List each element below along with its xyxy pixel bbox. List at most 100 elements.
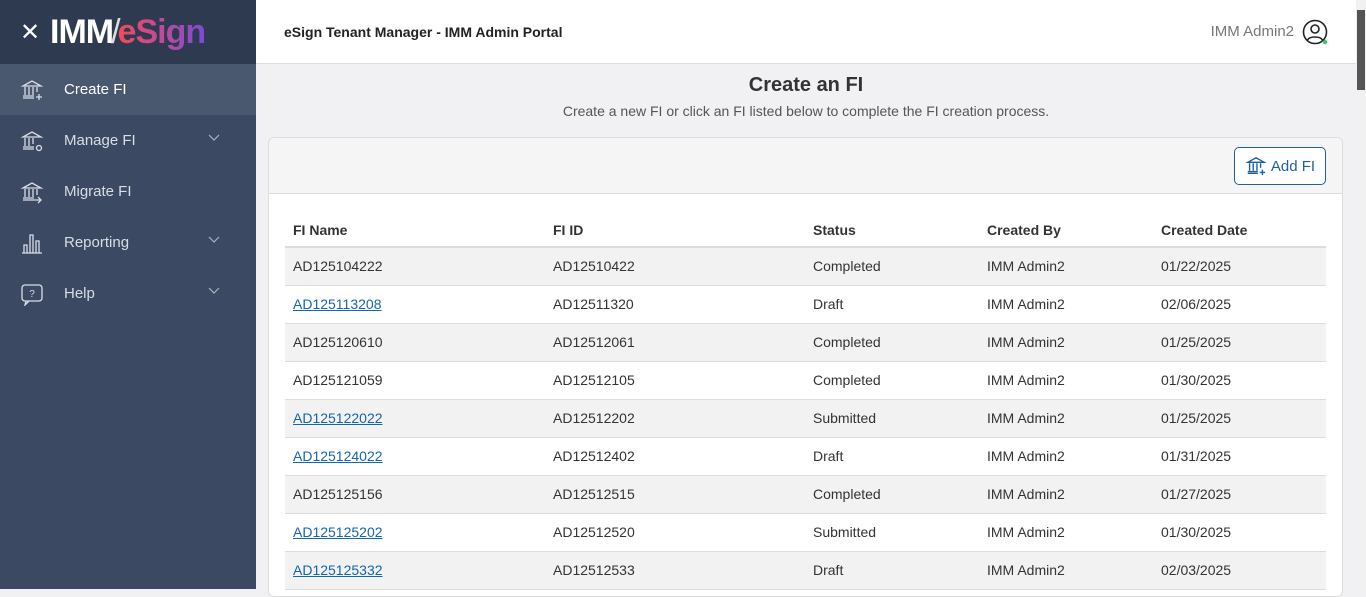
sidebar-item-migrate-fi[interactable]: Migrate FI (0, 166, 256, 217)
created-date-cell: 01/30/2025 (1153, 361, 1326, 400)
table-row[interactable]: AD125124022 AD12512402 Draft IMM Admin2 01/3… (285, 437, 1326, 476)
scrollbar-thumb[interactable] (1357, 10, 1365, 90)
bank-plus-icon (1245, 156, 1267, 176)
created-date-cell: 01/30/2025 (1153, 513, 1326, 552)
created-date-cell: 01/27/2025 (1153, 475, 1326, 514)
fi-name-cell: AD125122022 (285, 399, 545, 438)
fi-id-cell: AD12512402 (545, 437, 805, 476)
status-cell: Submitted (805, 513, 979, 552)
close-icon[interactable]: ✕ (20, 18, 41, 46)
portal-title: eSign Tenant Manager - IMM Admin Portal (284, 24, 563, 40)
sidebar: ✕ IMM / eSign Create FI Manage FI Migrate FI… (0, 0, 256, 589)
created-by-cell: IMM Admin2 (979, 399, 1153, 438)
card-toolbar: Add FI (269, 138, 1342, 194)
table-row[interactable]: AD125125156 AD12512515 Completed IMM Admin2… (285, 475, 1326, 514)
status-cell: Draft (805, 285, 979, 324)
top-header: eSign Tenant Manager - IMM Admin Portal … (256, 0, 1366, 64)
column-header[interactable]: FI Name (285, 213, 545, 248)
fi-name-cell: AD125125156 (285, 475, 545, 514)
created-by-cell: IMM Admin2 (979, 475, 1153, 514)
sidebar-item-help[interactable]: ? Help (0, 268, 256, 319)
sidebar-item-create-fi[interactable]: Create FI (0, 64, 256, 115)
bank-arrow-icon (20, 181, 44, 203)
fi-name-link[interactable]: AD125124022 (293, 448, 383, 464)
bar-chart-icon (22, 233, 42, 254)
status-cell: Completed (805, 361, 979, 400)
created-date-cell: 01/25/2025 (1153, 399, 1326, 438)
fi-name-cell: AD125113208 (285, 285, 545, 324)
fi-id-cell: AD12510422 (545, 247, 805, 286)
table-row[interactable]: AD125120610 AD12512061 Completed IMM Admin2… (285, 323, 1326, 362)
column-header[interactable]: FI ID (545, 213, 805, 248)
created-by-cell: IMM Admin2 (979, 323, 1153, 362)
chevron-down-icon[interactable] (208, 233, 220, 245)
fi-id-cell: AD12512061 (545, 323, 805, 362)
fi-id-cell: AD12512533 (545, 551, 805, 590)
bank-gear-icon (20, 130, 44, 151)
scrollbar[interactable] (1356, 0, 1366, 589)
fi-name-cell: AD125120610 (285, 323, 545, 362)
brand-bar: ✕ IMM / eSign (0, 0, 256, 64)
sidebar-item-label: Help (64, 285, 95, 302)
created-by-cell: IMM Admin2 (979, 513, 1153, 552)
help-bubble-icon: ? (21, 283, 43, 306)
table-row[interactable]: AD125125202 AD12512520 Submitted IMM Admin2… (285, 513, 1326, 552)
fi-name-cell: AD125125202 (285, 513, 545, 552)
status-cell: Submitted (805, 399, 979, 438)
created-by-cell: IMM Admin2 (979, 437, 1153, 476)
created-date-cell: 02/06/2025 (1153, 285, 1326, 324)
fi-id-cell: AD12512202 (545, 399, 805, 438)
created-by-cell: IMM Admin2 (979, 285, 1153, 324)
created-by-cell: IMM Admin2 (979, 551, 1153, 590)
sidebar-item-manage-fi[interactable]: Manage FI (0, 115, 256, 166)
status-cell: Completed (805, 323, 979, 362)
created-by-cell: IMM Admin2 (979, 247, 1153, 286)
bank-plus-icon (20, 79, 44, 100)
status-cell: Completed (805, 475, 979, 514)
created-by-cell: IMM Admin2 (979, 361, 1153, 400)
fi-name-link[interactable]: AD125125332 (293, 562, 383, 578)
table-row[interactable]: AD125104222 AD12510422 Completed IMM Admin2… (285, 247, 1326, 286)
fi-table: FI Name FI ID Status Created By Created Date… (285, 213, 1326, 590)
user-name[interactable]: IMM Admin2 (1210, 23, 1294, 40)
status-cell: Draft (805, 551, 979, 590)
created-date-cell: 01/22/2025 (1153, 247, 1326, 286)
status-cell: Completed (805, 247, 979, 286)
chevron-down-icon[interactable] (208, 284, 220, 296)
fi-name-cell: AD125124022 (285, 437, 545, 476)
fi-id-cell: AD12512515 (545, 475, 805, 514)
add-fi-button[interactable]: Add FI (1234, 147, 1326, 185)
column-header[interactable]: Status (805, 213, 979, 248)
sidebar-item-label: Create FI (64, 81, 127, 98)
page-title: Create an FI (748, 74, 864, 96)
fi-list-card: Add FI FI Name FI ID Status Created By Creat… (268, 137, 1343, 597)
user-avatar-icon[interactable] (1302, 19, 1328, 45)
fi-name-link[interactable]: AD125125202 (293, 524, 383, 540)
created-date-cell: 02/03/2025 (1153, 551, 1326, 590)
sidebar-item-label: Migrate FI (64, 183, 132, 200)
sidebar-item-reporting[interactable]: Reporting (0, 217, 256, 268)
column-header[interactable]: Created By (979, 213, 1153, 248)
fi-id-cell: AD12512520 (545, 513, 805, 552)
logo: IMM / eSign (50, 12, 206, 51)
column-header[interactable]: Created Date (1153, 213, 1326, 248)
fi-id-cell: AD12512105 (545, 361, 805, 400)
created-date-cell: 01/31/2025 (1153, 437, 1326, 476)
fi-name-cell: AD125104222 (285, 247, 545, 286)
fi-name-link[interactable]: AD125122022 (293, 410, 383, 426)
table-row[interactable]: AD125121059 AD12512105 Completed IMM Admin2… (285, 361, 1326, 400)
sidebar-item-label: Manage FI (64, 132, 136, 149)
fi-id-cell: AD12511320 (545, 285, 805, 324)
chevron-down-icon[interactable] (208, 131, 220, 143)
table-row[interactable]: AD125122022 AD12512202 Submitted IMM Admin2… (285, 399, 1326, 438)
table-row[interactable]: AD125113208 AD12511320 Draft IMM Admin2 02/0… (285, 285, 1326, 324)
page-subtitle: Create a new FI or click an FI listed be… (562, 103, 1050, 119)
status-cell: Draft (805, 437, 979, 476)
fi-name-cell: AD125121059 (285, 361, 545, 400)
fi-name-cell: AD125125332 (285, 551, 545, 590)
fi-name-link[interactable]: AD125113208 (293, 296, 382, 312)
sidebar-item-label: Reporting (64, 234, 130, 251)
svg-text:?: ? (29, 289, 35, 300)
table-row[interactable]: AD125125332 AD12512533 Draft IMM Admin2 02/0… (285, 551, 1326, 590)
created-date-cell: 01/25/2025 (1153, 323, 1326, 362)
